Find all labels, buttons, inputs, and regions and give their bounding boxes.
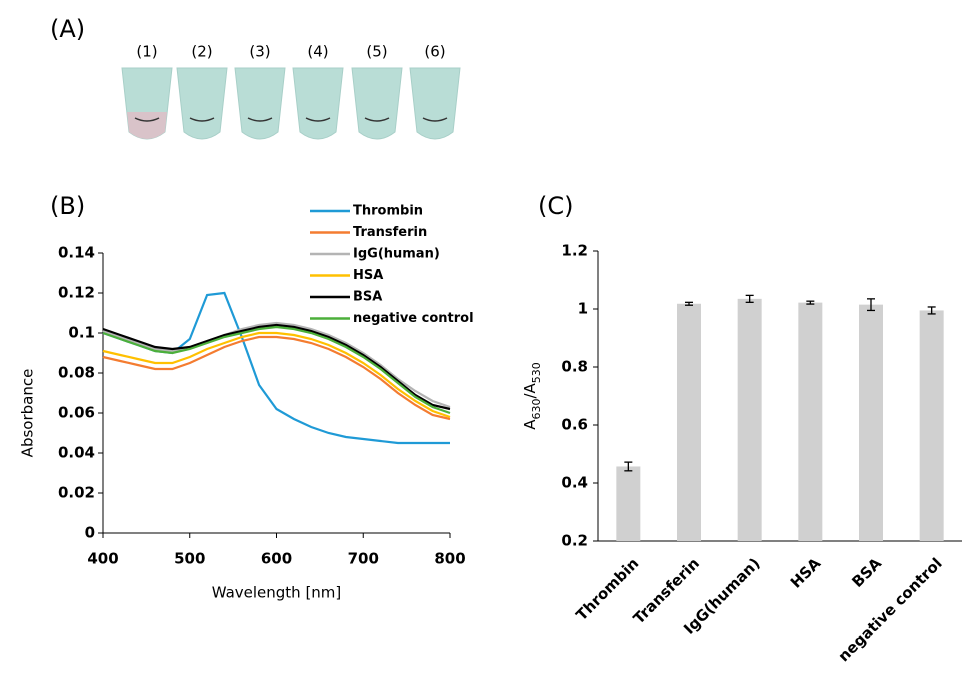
y-tick-label: 0 bbox=[85, 524, 95, 542]
panel-label: (C) bbox=[538, 192, 573, 220]
x-tick-label: 500 bbox=[174, 550, 205, 568]
tube-meniscus bbox=[134, 117, 160, 122]
series-line bbox=[102, 325, 451, 415]
tube-meniscus bbox=[189, 117, 215, 122]
panel-label: (B) bbox=[50, 192, 85, 220]
y-tick-label: 0.14 bbox=[58, 244, 95, 262]
tube bbox=[409, 67, 461, 140]
x-tick-label: HSA bbox=[787, 554, 825, 592]
bar bbox=[616, 466, 641, 541]
y-tick-label: 1 bbox=[578, 300, 588, 318]
x-tick-label: BSA bbox=[848, 554, 885, 591]
tube-label: (1) bbox=[136, 43, 157, 61]
tube bbox=[292, 67, 344, 140]
y-tick-label: 0.2 bbox=[561, 532, 588, 550]
bar bbox=[798, 302, 823, 541]
x-tick-label: 400 bbox=[87, 550, 118, 568]
series-line bbox=[102, 335, 451, 421]
tube-label: (3) bbox=[249, 43, 270, 61]
legend-label: BSA bbox=[353, 290, 382, 305]
y-axis-label-part: /A bbox=[521, 382, 539, 398]
tube-meniscus bbox=[364, 117, 390, 122]
y-tick-label: 0.04 bbox=[58, 444, 95, 462]
legend-label: Transferin bbox=[353, 225, 427, 240]
tube bbox=[176, 67, 228, 140]
bar bbox=[737, 298, 762, 541]
legend-label: negative control bbox=[353, 311, 474, 326]
tube-meniscus bbox=[247, 117, 273, 122]
x-tick-label: negative control bbox=[835, 554, 946, 665]
y-tick-label: 0.6 bbox=[561, 416, 588, 434]
y-tick-label: 0.12 bbox=[58, 284, 95, 302]
x-tick-label: 600 bbox=[261, 550, 292, 568]
y-tick-label: 0.02 bbox=[58, 484, 95, 502]
legend-label: HSA bbox=[353, 268, 383, 283]
y-tick-label: 1.2 bbox=[561, 242, 588, 260]
y-axis-label: Absorbance bbox=[19, 369, 37, 458]
series-line bbox=[102, 323, 451, 411]
tube-label: (4) bbox=[307, 43, 328, 61]
y-tick-label: 0.1 bbox=[68, 324, 95, 342]
tube-label: (5) bbox=[366, 43, 387, 61]
legend-label: Thrombin bbox=[353, 204, 423, 219]
panel-label: (A) bbox=[50, 15, 85, 43]
tube bbox=[351, 67, 403, 140]
y-axis-label-part: 530 bbox=[530, 362, 543, 383]
series-line bbox=[102, 321, 451, 409]
y-tick-label: 0.06 bbox=[58, 404, 95, 422]
y-axis-label-part: A bbox=[521, 419, 539, 430]
y-tick-label: 0.8 bbox=[561, 358, 588, 376]
x-tick-label: 800 bbox=[434, 550, 465, 568]
x-tick-label: 700 bbox=[348, 550, 379, 568]
x-axis-label: Wavelength [nm] bbox=[212, 584, 342, 602]
y-axis-label-part: 630 bbox=[530, 399, 543, 420]
tube-meniscus bbox=[305, 117, 331, 122]
tube-label: (6) bbox=[424, 43, 445, 61]
legend-label: IgG(human) bbox=[353, 247, 440, 262]
bar bbox=[919, 310, 944, 541]
bar bbox=[677, 303, 701, 541]
y-tick-label: 0.08 bbox=[58, 364, 95, 382]
y-tick-label: 0.4 bbox=[561, 474, 588, 492]
tube bbox=[234, 67, 286, 140]
y-axis-label: A630/A530 bbox=[521, 362, 543, 430]
series-line bbox=[102, 331, 451, 419]
tube-label: (2) bbox=[191, 43, 212, 61]
bar bbox=[859, 304, 883, 541]
tube-meniscus bbox=[422, 117, 448, 122]
